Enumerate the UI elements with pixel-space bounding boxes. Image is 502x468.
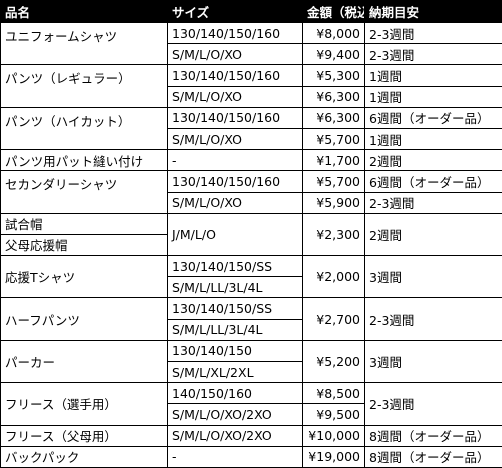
size: S/M/L/O/XO	[167, 127, 303, 151]
price: ¥19,000	[302, 445, 365, 468]
delivery: 2-3週間	[364, 43, 502, 66]
delivery: 1週間	[364, 85, 502, 108]
size: -	[167, 445, 303, 468]
size: 130/140/150/160	[167, 106, 303, 129]
row: S/M/L/LL/3L/4L	[1, 276, 502, 299]
row: バックパック - ¥19,000 8週間（オーダー品）	[0, 445, 502, 468]
size: J/M/L/O	[167, 212, 303, 257]
delivery: 2-3週間	[364, 21, 502, 45]
row: 応援Tシャツ 130/140/150/SS ¥2,000 3週間	[0, 255, 502, 299]
item: セカンダリーシャツ	[0, 170, 168, 214]
delivery: 2週間	[364, 212, 502, 257]
price: ¥1,700	[302, 149, 365, 172]
size: 130/140/150	[167, 339, 303, 363]
row: パンツ（レギュラー） 130/140/150/160 ¥5,300 1週間	[0, 64, 502, 108]
row: パンツ（ハイカット） 130/140/150/160 ¥6,300 6週間（オーダー品…	[0, 106, 502, 151]
item: フリース（父母用）	[0, 424, 168, 447]
table-header: 品名 サイズ 金額（税込） 納期目安	[0, 0, 502, 23]
item: フリース（選手用）	[0, 382, 168, 426]
delivery: 3週間	[364, 255, 502, 299]
header-cell: 納期目安	[364, 0, 502, 23]
row: 試合帽 J/M/L/O ¥2,300 2週間	[0, 212, 502, 257]
delivery: 2-3週間	[364, 297, 502, 341]
delivery: 2-3週間	[364, 191, 502, 214]
price: ¥5,700	[302, 170, 365, 193]
header-cell: 金額（税込）	[302, 0, 365, 23]
size: 140/150/160	[167, 382, 303, 405]
row: S/M/L/XL/2XL	[1, 360, 502, 384]
item: バックパック	[0, 445, 168, 468]
row: フリース（父母用） S/M/L/O/XO/2XO ¥10,000 8週間（オーダー品）	[0, 424, 502, 447]
size: -	[167, 149, 303, 172]
item: パーカー	[0, 339, 168, 384]
header-cell: 品名	[0, 0, 168, 23]
size: 130/140/150/SS	[167, 297, 303, 320]
item: パンツ（ハイカット）	[0, 106, 168, 151]
price: ¥2,300	[302, 212, 365, 257]
row: フリース（選手用） 140/150/160 ¥8,500 2-3週間	[0, 382, 502, 426]
price: ¥9,500	[302, 403, 365, 426]
delivery: 1週間	[364, 64, 502, 87]
item: 父母応援帽	[0, 233, 168, 257]
row: S/M/L/LL/3L/4L	[1, 318, 502, 341]
size: S/M/L/XL/2XL	[167, 360, 303, 384]
size: S/M/L/LL/3L/4L	[167, 318, 303, 341]
delivery: 8週間（オーダー品）	[364, 445, 502, 468]
delivery: 8週間（オーダー品）	[364, 424, 502, 447]
row: ユニフォームシャツ 130/140/150/160 ¥8,000 2-3週間	[0, 21, 502, 66]
header-cell: サイズ	[167, 0, 303, 23]
row: 父母応援帽	[0, 233, 502, 257]
size: S/M/L/O/XO	[167, 191, 303, 214]
header-row: 品名 サイズ 金額（税込） 納期目安	[0, 0, 502, 23]
size: S/M/L/LL/3L/4L	[167, 276, 303, 299]
size: S/M/L/O/XO/2XO	[167, 424, 303, 447]
item: 応援Tシャツ	[0, 255, 168, 299]
row: パンツ用パット縫い付け - ¥1,700 2週間	[0, 149, 502, 172]
size: 130/140/150/SS	[167, 255, 303, 278]
delivery: 6週間（オーダー品）	[364, 106, 502, 129]
size: 130/140/150/160	[167, 64, 303, 87]
delivery: 2週間	[364, 149, 502, 172]
delivery: 3週間	[364, 339, 502, 384]
row: S/M/L/O/XO/2XO ¥9,500	[1, 403, 502, 426]
price: ¥8,500	[302, 382, 365, 405]
delivery: 2-3週間	[364, 382, 502, 426]
price: ¥5,200	[302, 339, 365, 384]
size: 130/140/150/160	[167, 170, 303, 193]
price: ¥2,700	[302, 297, 365, 341]
table-body: ユニフォームシャツ 130/140/150/160 ¥8,000 2-3週間 S/M/…	[0, 21, 502, 468]
price: ¥5,700	[302, 127, 365, 151]
item: 試合帽	[0, 212, 168, 235]
price: ¥10,000	[302, 424, 365, 447]
item: パンツ（レギュラー）	[0, 64, 168, 108]
price: ¥9,400	[302, 43, 365, 66]
price: ¥5,300	[302, 64, 365, 87]
item: ユニフォームシャツ	[0, 21, 168, 66]
price: ¥2,000	[302, 255, 365, 299]
size: S/M/L/O/XO	[167, 85, 303, 108]
row: セカンダリーシャツ 130/140/150/160 ¥5,700 6週間（オーダー品）	[0, 170, 502, 214]
row: S/M/L/O/XO ¥5,900 2-3週間	[1, 191, 502, 214]
price: ¥8,000	[302, 21, 365, 45]
size: S/M/L/O/XO/2XO	[167, 403, 303, 426]
delivery: 6週間（オーダー品）	[364, 170, 502, 193]
size: 130/140/150/160	[167, 21, 303, 45]
price: ¥6,300	[302, 85, 365, 108]
item: パンツ用パット縫い付け	[0, 149, 168, 172]
size: S/M/L/O/XO	[167, 43, 303, 66]
price: ¥6,300	[302, 106, 365, 129]
row: S/M/L/O/XO ¥6,300 1週間	[1, 85, 502, 108]
item: ハーフパンツ	[0, 297, 168, 341]
delivery: 1週間	[364, 127, 502, 151]
price: ¥5,900	[302, 191, 365, 214]
row: パーカー 130/140/150 ¥5,200 3週間	[0, 339, 502, 384]
row: ハーフパンツ 130/140/150/SS ¥2,700 2-3週間	[0, 297, 502, 341]
